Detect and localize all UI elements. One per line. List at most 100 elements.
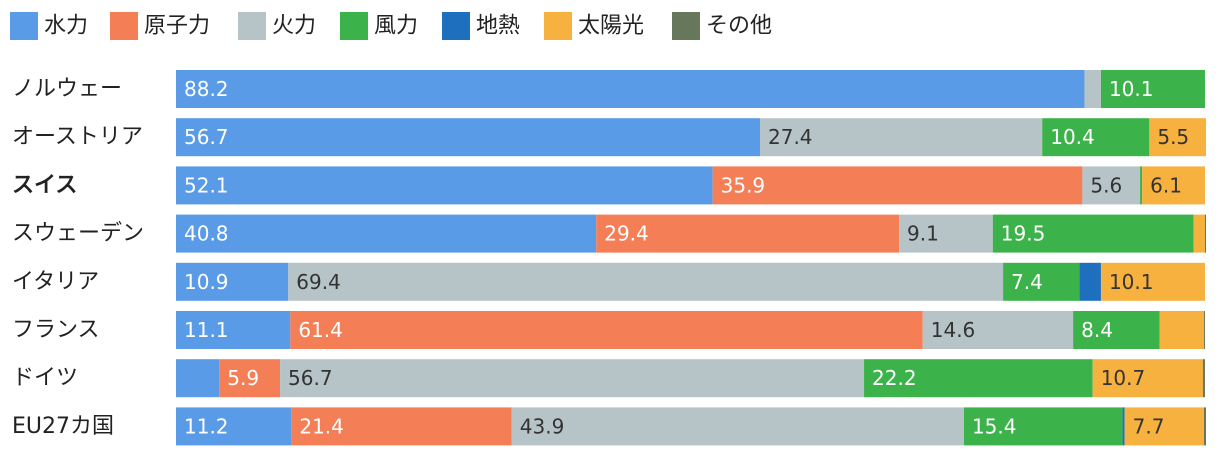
bar-segment-0-3 bbox=[1100, 70, 1205, 108]
bar-segment-5-2 bbox=[922, 311, 1074, 349]
bar-segment-6-6 bbox=[1202, 359, 1205, 398]
bar-row-6: ドイツ 5.9 56.7 22.2 10.7 bbox=[12, 359, 1205, 398]
data-label-2-0: 52.1 bbox=[184, 173, 229, 197]
data-label-4-5: 10.1 bbox=[1109, 270, 1154, 294]
category-label-2: スイス bbox=[12, 173, 77, 198]
bar-segment-3-2 bbox=[899, 214, 993, 253]
bar-segment-5-3 bbox=[1073, 311, 1160, 349]
bar-segment-3-1 bbox=[596, 214, 900, 253]
bar-segment-5-0 bbox=[176, 311, 291, 349]
bar-segment-1-5 bbox=[1149, 118, 1206, 157]
legend-swatch-3 bbox=[340, 12, 368, 40]
data-label-5-3: 8.4 bbox=[1081, 318, 1113, 342]
data-label-1-0: 56.7 bbox=[184, 125, 229, 149]
legend-swatch-4 bbox=[442, 12, 470, 40]
legend-label-5: 太陽光 bbox=[578, 14, 644, 39]
legend-swatch-0 bbox=[10, 12, 38, 40]
data-label-2-1: 35.9 bbox=[721, 173, 766, 197]
plot-area: ノルウェー 88.2 10.1 オーストリア 56.7 27.4 10.4 5.5 スイス 52.… bbox=[12, 70, 1206, 446]
legend-swatch-2 bbox=[238, 12, 266, 40]
data-label-7-0: 11.2 bbox=[184, 414, 229, 438]
bar-segment-1-2 bbox=[760, 118, 1043, 157]
data-label-1-3: 10.4 bbox=[1050, 125, 1095, 149]
bar-segment-2-2 bbox=[1082, 166, 1141, 205]
bar-segment-6-5 bbox=[1092, 359, 1203, 398]
bar-segment-0-0 bbox=[176, 70, 1085, 108]
data-label-3-2: 9.1 bbox=[907, 222, 939, 246]
data-label-4-3: 7.4 bbox=[1011, 270, 1043, 294]
bar-row-1: オーストリア 56.7 27.4 10.4 5.5 bbox=[12, 118, 1206, 157]
data-label-7-1: 21.4 bbox=[299, 414, 344, 438]
bar-segment-4-4 bbox=[1079, 262, 1101, 301]
data-label-4-2: 69.4 bbox=[296, 270, 341, 294]
data-label-2-2: 5.6 bbox=[1090, 173, 1122, 197]
category-label-0: ノルウェー bbox=[12, 77, 122, 102]
bar-segment-6-0 bbox=[176, 359, 220, 398]
data-label-7-3: 15.4 bbox=[972, 414, 1017, 438]
bar-row-0: ノルウェー 88.2 10.1 bbox=[12, 70, 1205, 108]
bar-segment-4-5 bbox=[1100, 262, 1205, 301]
bar-segment-4-0 bbox=[176, 262, 289, 301]
category-label-4: イタリア bbox=[12, 269, 99, 294]
data-label-7-2: 43.9 bbox=[520, 414, 565, 438]
data-label-1-2: 27.4 bbox=[768, 125, 813, 149]
bar-row-2: スイス 52.1 35.9 5.6 6.1 bbox=[12, 166, 1205, 205]
data-label-1-5: 5.5 bbox=[1157, 125, 1189, 149]
legend-swatch-6 bbox=[672, 12, 700, 40]
data-label-6-3: 22.2 bbox=[872, 366, 917, 390]
legend-label-4: 地熱 bbox=[476, 14, 520, 39]
bar-segment-4-3 bbox=[1003, 262, 1080, 301]
data-label-5-2: 14.6 bbox=[931, 318, 976, 342]
legend-label-3: 風力 bbox=[374, 14, 418, 39]
bar-segment-7-5 bbox=[1124, 407, 1204, 446]
data-label-5-0: 11.1 bbox=[184, 318, 229, 342]
bar-segment-7-6 bbox=[1203, 407, 1206, 446]
bar-segment-7-0 bbox=[176, 407, 292, 446]
bar-segment-1-3 bbox=[1042, 118, 1150, 157]
bar-segment-2-0 bbox=[176, 166, 713, 205]
data-label-5-1: 61.4 bbox=[298, 318, 343, 342]
bar-segment-0-2 bbox=[1084, 70, 1101, 108]
legend-label-1: 原子力 bbox=[144, 14, 210, 39]
bar-segment-2-3 bbox=[1140, 166, 1143, 205]
bar-segment-3-3 bbox=[992, 214, 1194, 253]
bar-segment-7-4 bbox=[1122, 407, 1125, 446]
data-label-6-5: 10.7 bbox=[1101, 366, 1146, 390]
category-label-1: オーストリア bbox=[12, 125, 143, 150]
legend-label-2: 火力 bbox=[272, 14, 316, 39]
category-label-7: EU27カ国 bbox=[12, 414, 114, 439]
category-label-6: ドイツ bbox=[12, 366, 78, 391]
bar-segment-3-5 bbox=[1193, 214, 1205, 253]
bar-segment-3-0 bbox=[176, 214, 597, 253]
bar-segment-6-3 bbox=[864, 359, 1093, 398]
data-label-3-0: 40.8 bbox=[184, 222, 229, 246]
data-label-0-0: 88.2 bbox=[184, 77, 229, 101]
bar-segment-6-2 bbox=[280, 359, 865, 398]
bar-segment-6-1 bbox=[219, 359, 281, 398]
bar-segment-4-2 bbox=[288, 262, 1004, 301]
data-label-7-5: 7.7 bbox=[1133, 414, 1165, 438]
bar-segment-5-1 bbox=[290, 311, 923, 349]
bar-segment-5-6 bbox=[1203, 311, 1205, 349]
bar-row-3: スウェーデン 40.8 29.4 9.1 19.5 bbox=[12, 214, 1206, 253]
bar-segment-7-2 bbox=[511, 407, 964, 446]
bar-segment-2-5 bbox=[1142, 166, 1205, 205]
legend-swatch-5 bbox=[544, 12, 572, 40]
bar-row-7: EU27カ国 11.2 21.4 43.9 15.4 7.7 bbox=[12, 407, 1206, 446]
legend-swatch-1 bbox=[110, 12, 138, 40]
data-label-4-0: 10.9 bbox=[184, 270, 229, 294]
bar-segment-3-6 bbox=[1204, 214, 1206, 253]
data-label-3-1: 29.4 bbox=[604, 222, 649, 246]
bar-row-4: イタリア 10.9 69.4 7.4 10.1 bbox=[12, 262, 1205, 301]
data-label-3-3: 19.5 bbox=[1001, 222, 1046, 246]
legend-label-0: 水力 bbox=[44, 14, 88, 39]
data-label-6-1: 5.9 bbox=[227, 366, 259, 390]
bar-segment-7-1 bbox=[291, 407, 512, 446]
data-label-2-5: 6.1 bbox=[1150, 173, 1182, 197]
legend-label-6: その他 bbox=[706, 14, 772, 39]
data-label-0-3: 10.1 bbox=[1109, 77, 1154, 101]
legend: 水力 原子力 火力 風力 地熱 太陽光 その他 bbox=[10, 12, 772, 40]
category-label-3: スウェーデン bbox=[12, 221, 144, 246]
bar-segment-7-3 bbox=[963, 407, 1123, 446]
